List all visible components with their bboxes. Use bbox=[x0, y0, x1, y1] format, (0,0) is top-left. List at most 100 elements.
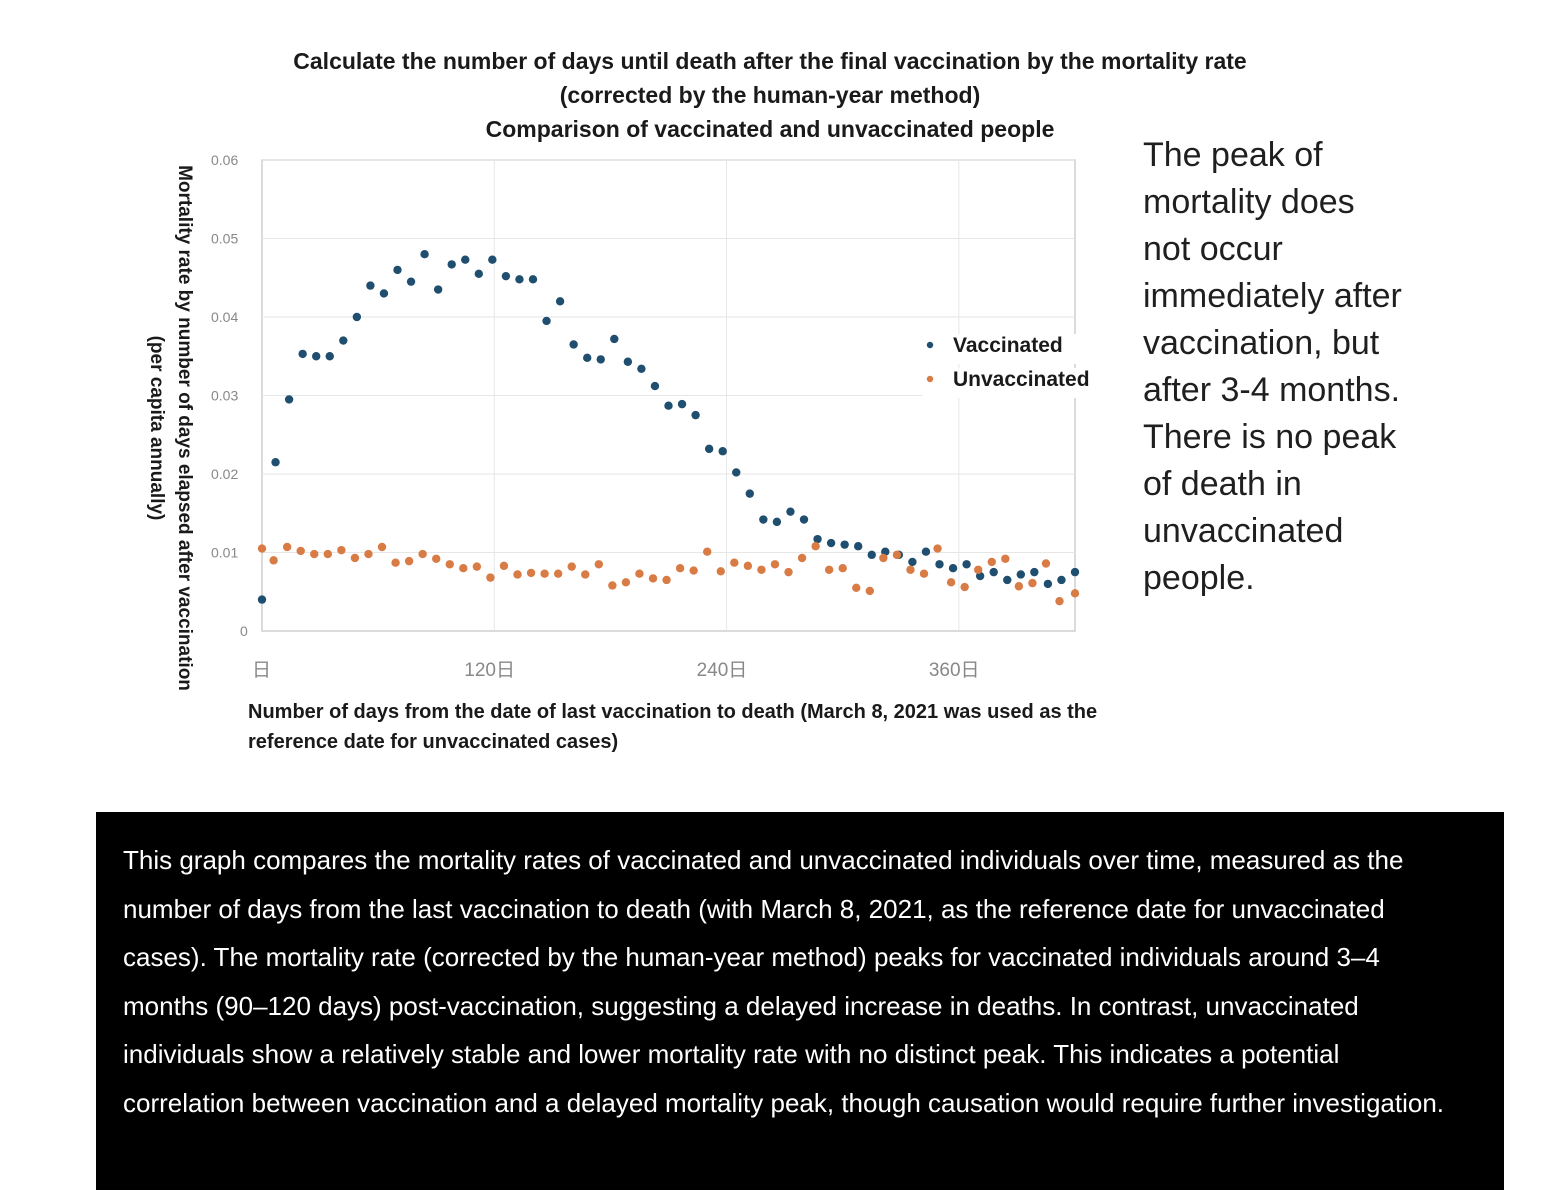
unvaccinated-point bbox=[824, 565, 834, 574]
caption-box: This graph compares the mortality rates … bbox=[96, 812, 1504, 1190]
legend-bg bbox=[922, 334, 1118, 364]
vaccinated-point bbox=[433, 285, 443, 294]
vaccinated-point bbox=[393, 265, 402, 275]
vaccinated-point bbox=[271, 458, 280, 467]
unvaccinated-point bbox=[1041, 559, 1051, 568]
chart-title-line-2: (corrected by the human-year method) bbox=[559, 82, 981, 108]
legend-label-vaccinated: Vaccinated bbox=[953, 334, 1063, 357]
legend-bg bbox=[922, 368, 1118, 398]
unvaccinated-point bbox=[486, 573, 495, 582]
unvaccinated-point bbox=[257, 544, 267, 553]
unvaccinated-point bbox=[526, 568, 536, 578]
unvaccinated-point bbox=[1055, 596, 1064, 606]
unvaccinated-point bbox=[364, 549, 373, 559]
vaccinated-point bbox=[379, 289, 389, 298]
unvaccinated-point bbox=[445, 560, 454, 569]
vaccinated-point bbox=[1030, 567, 1039, 577]
y-tick-label: 0.01 bbox=[211, 545, 238, 561]
vaccinated-point bbox=[637, 364, 646, 374]
annotation-line: unvaccinated bbox=[1143, 512, 1344, 550]
vaccinated-point bbox=[339, 336, 348, 345]
vaccinated-point bbox=[1016, 570, 1025, 579]
y-tick-label: 0 bbox=[240, 623, 248, 639]
unvaccinated-point bbox=[838, 564, 847, 573]
vaccinated-point bbox=[1043, 579, 1053, 589]
legend-label-unvaccinated: Unvaccinated bbox=[953, 368, 1090, 391]
vaccinated-point bbox=[989, 567, 998, 577]
vaccinated-point bbox=[1070, 567, 1080, 577]
vaccinated-point bbox=[962, 560, 971, 569]
annotation-line: not occur bbox=[1143, 230, 1283, 268]
legend-marker-unvaccinated bbox=[926, 375, 934, 383]
unvaccinated-point bbox=[350, 553, 360, 563]
annotation-line: after 3-4 months. bbox=[1143, 371, 1401, 409]
vaccinated-point bbox=[799, 515, 809, 524]
unvaccinated-point bbox=[581, 570, 590, 579]
vaccinated-point bbox=[1057, 575, 1066, 585]
x-tick-label: 日 bbox=[252, 660, 271, 681]
unvaccinated-point bbox=[784, 567, 793, 577]
unvaccinated-point bbox=[567, 562, 576, 571]
vaccinated-point bbox=[718, 447, 727, 456]
unvaccinated-point bbox=[946, 578, 956, 587]
vaccinated-point bbox=[664, 401, 673, 410]
vaccinated-point bbox=[501, 271, 511, 281]
unvaccinated-point bbox=[811, 542, 820, 551]
vaccinated-point bbox=[447, 260, 456, 269]
unvaccinated-point bbox=[1001, 554, 1010, 563]
vaccinated-point bbox=[677, 399, 687, 409]
chart-title-line-1: Calculate the number of days until death… bbox=[293, 48, 1247, 74]
x-tick-label: 360日 bbox=[929, 660, 980, 681]
vaccinated-point bbox=[488, 255, 497, 264]
annotation-line: immediately after bbox=[1143, 277, 1402, 315]
vaccinated-point bbox=[854, 542, 863, 551]
vaccinated-point bbox=[786, 507, 795, 516]
vaccinated-point bbox=[596, 355, 605, 364]
unvaccinated-point bbox=[594, 560, 604, 569]
unvaccinated-point bbox=[1028, 578, 1037, 588]
vaccinated-point bbox=[420, 250, 429, 259]
unvaccinated-point bbox=[621, 578, 631, 587]
x-tick-label: 120日 bbox=[464, 660, 515, 681]
data-points bbox=[257, 250, 1080, 606]
vaccinated-point bbox=[908, 557, 917, 567]
unvaccinated-point bbox=[635, 569, 644, 578]
vaccinated-point bbox=[826, 538, 836, 548]
unvaccinated-point bbox=[418, 549, 427, 559]
vaccinated-point bbox=[840, 540, 849, 549]
x-tick-label: 240日 bbox=[697, 660, 748, 681]
unvaccinated-point bbox=[730, 558, 739, 567]
y-tick-label: 0.04 bbox=[211, 309, 238, 325]
vaccinated-point bbox=[555, 297, 565, 306]
vaccinated-point bbox=[759, 515, 768, 524]
unvaccinated-point bbox=[879, 553, 888, 563]
vaccinated-point bbox=[366, 281, 375, 290]
unvaccinated-point bbox=[770, 560, 780, 569]
vaccinated-point bbox=[406, 277, 416, 286]
x-axis-label: Number of days from the date of last vac… bbox=[248, 701, 1098, 753]
unvaccinated-point bbox=[282, 542, 292, 552]
scatter-chart: 0 0.01 0.02 0.03 0.04 0.05 0.06 日 120日 240日 360日 V… bbox=[211, 152, 1118, 681]
unvaccinated-point bbox=[540, 569, 549, 578]
unvaccinated-point bbox=[513, 570, 522, 579]
unvaccinated-point bbox=[1070, 589, 1080, 598]
annotation-text: The peak of mortality does not occur imm… bbox=[1143, 132, 1473, 602]
vaccinated-point bbox=[569, 340, 578, 349]
vaccinated-point bbox=[284, 395, 294, 404]
unvaccinated-point bbox=[296, 546, 305, 556]
annotation-line: people. bbox=[1143, 559, 1255, 597]
vaccinated-point bbox=[474, 269, 483, 279]
vaccinated-point bbox=[257, 595, 267, 604]
unvaccinated-point bbox=[703, 547, 712, 556]
unvaccinated-point bbox=[553, 569, 563, 578]
unvaccinated-point bbox=[689, 566, 698, 575]
caption-text: This graph compares the mortality rates … bbox=[123, 845, 1445, 1118]
vaccinated-point bbox=[732, 468, 741, 477]
unvaccinated-point bbox=[310, 549, 319, 559]
vaccinated-point bbox=[325, 352, 334, 361]
unvaccinated-point bbox=[865, 586, 875, 596]
unvaccinated-point bbox=[432, 554, 441, 563]
unvaccinated-point bbox=[459, 564, 468, 573]
unvaccinated-point bbox=[919, 569, 929, 578]
y-tick-label: 0.05 bbox=[211, 231, 238, 247]
